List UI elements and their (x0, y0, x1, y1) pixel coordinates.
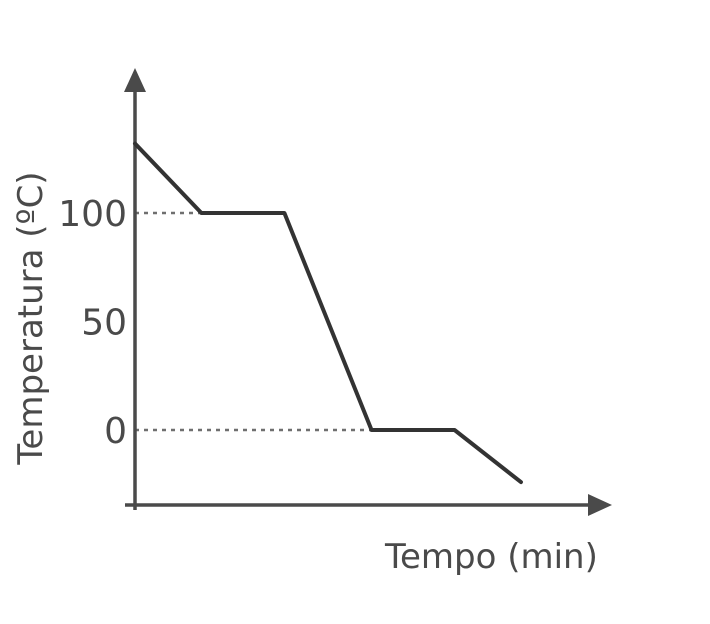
axes (124, 68, 612, 516)
reference-lines (135, 211, 372, 432)
x-axis-title: Tempo (min) (384, 537, 598, 577)
y-tick-label: 100 (58, 194, 127, 235)
y-tick-label: 50 (81, 303, 127, 344)
y-axis-title: Temperatura (ºC) (11, 171, 51, 465)
y-axis-arrow (124, 68, 146, 92)
y-tick-label: 0 (104, 411, 127, 452)
x-axis-arrow (588, 494, 612, 516)
series-line (133, 141, 523, 485)
y-tick-labels: 100 50 0 (58, 194, 127, 452)
series (133, 141, 523, 485)
